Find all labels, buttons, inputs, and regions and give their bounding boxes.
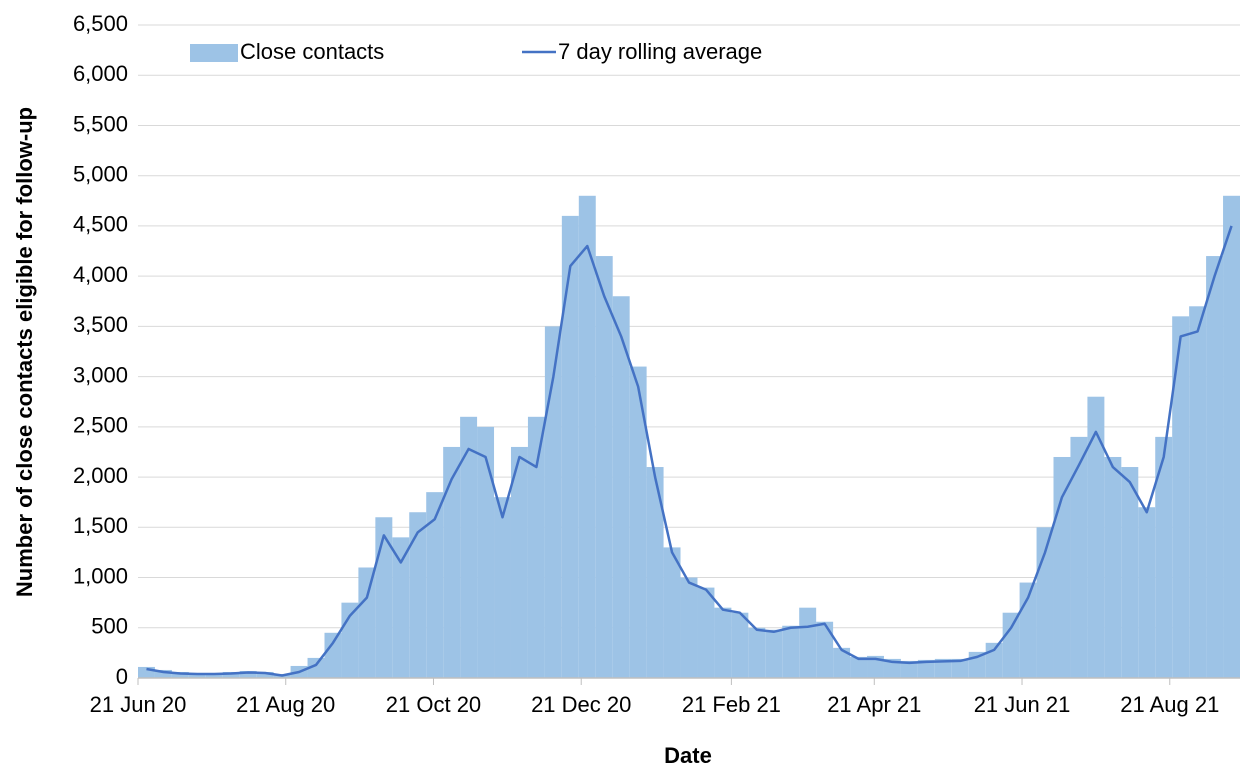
y-tick-label: 0 [116,664,128,689]
bar [1138,507,1156,678]
bar [256,671,274,678]
y-tick-label: 3,000 [73,362,128,387]
bar [409,512,427,678]
x-tick-label: 21 Oct 20 [386,692,481,717]
bar [934,658,952,678]
bar [578,195,596,679]
x-tick-label: 21 Aug 20 [236,692,335,717]
bar [917,659,935,678]
bar [1172,316,1190,678]
bar [629,366,647,678]
bar [850,656,868,678]
bar [460,416,478,678]
bar [1087,396,1105,678]
bar [697,587,715,678]
bar [680,577,698,678]
bar [782,625,800,678]
bar [1206,256,1224,678]
bar [494,497,511,678]
bar [1121,467,1139,678]
bar [646,467,664,678]
bar [1189,306,1207,678]
bar [867,655,884,678]
y-tick-label: 500 [91,614,128,639]
x-axis-title: Date [664,743,712,767]
y-tick-label: 4,000 [73,262,128,287]
bar [1070,436,1088,678]
bar [154,669,172,678]
bar [239,670,257,678]
bar [205,672,223,678]
bar [799,607,817,678]
x-tick-label: 21 Aug 21 [1120,692,1219,717]
x-tick-label: 21 Apr 21 [827,692,921,717]
bars [138,195,1240,679]
bar [426,492,444,678]
bar [307,657,325,678]
y-tick-label: 2,500 [73,413,128,438]
y-axis-title: Number of close contacts eligible for fo… [12,107,37,597]
bar [1053,456,1071,678]
legend-label: 7 day rolling average [558,39,762,64]
bar [1223,195,1240,679]
lines [146,225,1233,677]
bar [510,446,528,678]
legend-swatch [190,44,238,62]
bar [883,658,901,678]
grid [138,24,1240,629]
bar [527,416,545,678]
y-tick-label: 1,000 [73,563,128,588]
x-tick-label: 21 Feb 21 [682,692,781,717]
bar [477,426,495,678]
bar [375,517,393,678]
bar [765,629,783,678]
y-tick-label: 5,000 [73,162,128,187]
y-tick-label: 1,500 [73,513,128,538]
bar [392,537,410,678]
bar [138,666,155,678]
bar [833,647,851,678]
y-tick-label: 5,500 [73,111,128,136]
bar [188,672,206,678]
bar [663,547,681,678]
y-tick-label: 3,500 [73,312,128,337]
y-tick-label: 4,500 [73,212,128,237]
bar [900,660,918,678]
line [146,225,1233,677]
bar [171,671,189,678]
bar [561,215,579,678]
x-tick-label: 21 Dec 20 [531,692,631,717]
x-tick-label: 21 Jun 20 [90,692,187,717]
bar [358,567,376,678]
y-tick-label: 2,000 [73,463,128,488]
bar [1104,456,1122,678]
bar [222,671,240,678]
bar [544,326,562,678]
bar [1155,436,1173,678]
bar [731,612,749,678]
bar [1002,612,1020,678]
bar [951,658,969,678]
y-tick-label: 6,000 [73,61,128,86]
bar [748,627,766,678]
x-tick-label: 21 Jun 21 [974,692,1071,717]
bar [612,296,630,678]
y-tick-label: 6,500 [73,11,128,36]
bar [595,256,613,678]
bar [714,607,732,678]
bar [816,621,834,678]
bar [324,632,342,678]
legend-label: Close contacts [240,39,384,64]
bar [443,446,461,678]
